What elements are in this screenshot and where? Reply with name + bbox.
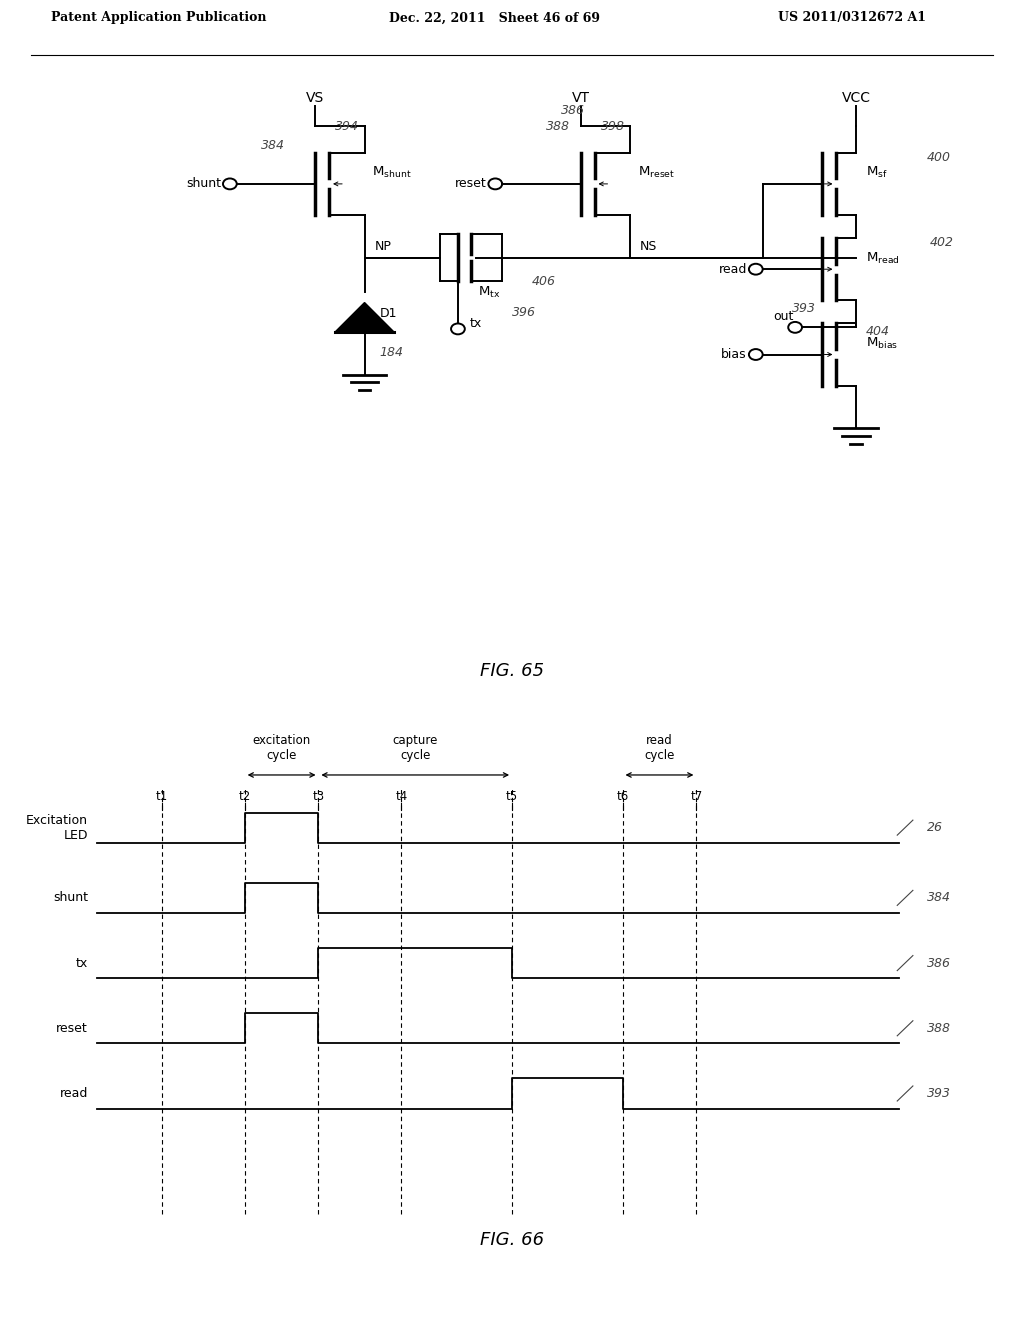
Text: D1: D1 [379,308,396,321]
Text: 396: 396 [512,306,536,318]
Text: read
cycle: read cycle [644,734,675,763]
Text: 393: 393 [793,302,816,315]
Text: t1: t1 [156,789,168,803]
Text: 404: 404 [866,325,890,338]
Text: capture
cycle: capture cycle [392,734,438,763]
Text: M$_{\rm bias}$: M$_{\rm bias}$ [866,335,898,351]
Text: M$_{\rm sf}$: M$_{\rm sf}$ [866,165,888,181]
Text: M$_{\rm read}$: M$_{\rm read}$ [866,251,900,265]
Text: bias: bias [721,348,746,360]
Text: Dec. 22, 2011   Sheet 46 of 69: Dec. 22, 2011 Sheet 46 of 69 [389,12,600,24]
Text: VCC: VCC [842,91,870,106]
Text: t7: t7 [690,789,702,803]
Text: US 2011/0312672 A1: US 2011/0312672 A1 [778,12,927,24]
Text: t6: t6 [616,789,629,803]
Text: shunt: shunt [53,891,88,904]
Text: 384: 384 [261,139,286,152]
Text: reset: reset [455,177,486,190]
Text: VS: VS [306,91,325,106]
Text: M$_{\rm tx}$: M$_{\rm tx}$ [477,285,500,301]
Text: 402: 402 [930,236,953,249]
Text: 394: 394 [335,120,359,132]
Text: t3: t3 [312,789,325,803]
Text: NS: NS [640,240,657,253]
Text: read: read [59,1086,88,1100]
Text: 398: 398 [600,120,625,132]
Text: 384: 384 [927,891,950,904]
Text: Patent Application Publication: Patent Application Publication [51,12,266,24]
Text: 184: 184 [379,346,403,359]
Text: excitation
cycle: excitation cycle [253,734,310,763]
Text: 386: 386 [561,104,585,117]
Text: 388: 388 [927,1022,950,1035]
Text: shunt: shunt [186,177,221,190]
Text: VT: VT [571,91,590,106]
Text: M$_{\rm reset}$: M$_{\rm reset}$ [638,165,675,181]
Text: t4: t4 [395,789,408,803]
Text: FIG. 65: FIG. 65 [480,663,544,680]
Polygon shape [335,302,394,333]
Text: 406: 406 [531,275,556,288]
Text: t5: t5 [506,789,518,803]
Text: NP: NP [375,240,391,253]
Text: 386: 386 [927,957,950,970]
Text: Excitation
LED: Excitation LED [26,813,88,842]
Text: 26: 26 [927,821,943,834]
Text: tx: tx [470,317,482,330]
Text: tx: tx [76,957,88,970]
Text: 400: 400 [927,150,951,164]
Text: t2: t2 [239,789,251,803]
Text: read: read [719,263,746,276]
Text: 388: 388 [547,120,570,132]
Text: 393: 393 [927,1086,950,1100]
Text: FIG. 66: FIG. 66 [480,1232,544,1249]
Text: out: out [773,310,794,323]
Text: reset: reset [56,1022,88,1035]
Text: M$_{\rm shunt}$: M$_{\rm shunt}$ [373,165,412,181]
